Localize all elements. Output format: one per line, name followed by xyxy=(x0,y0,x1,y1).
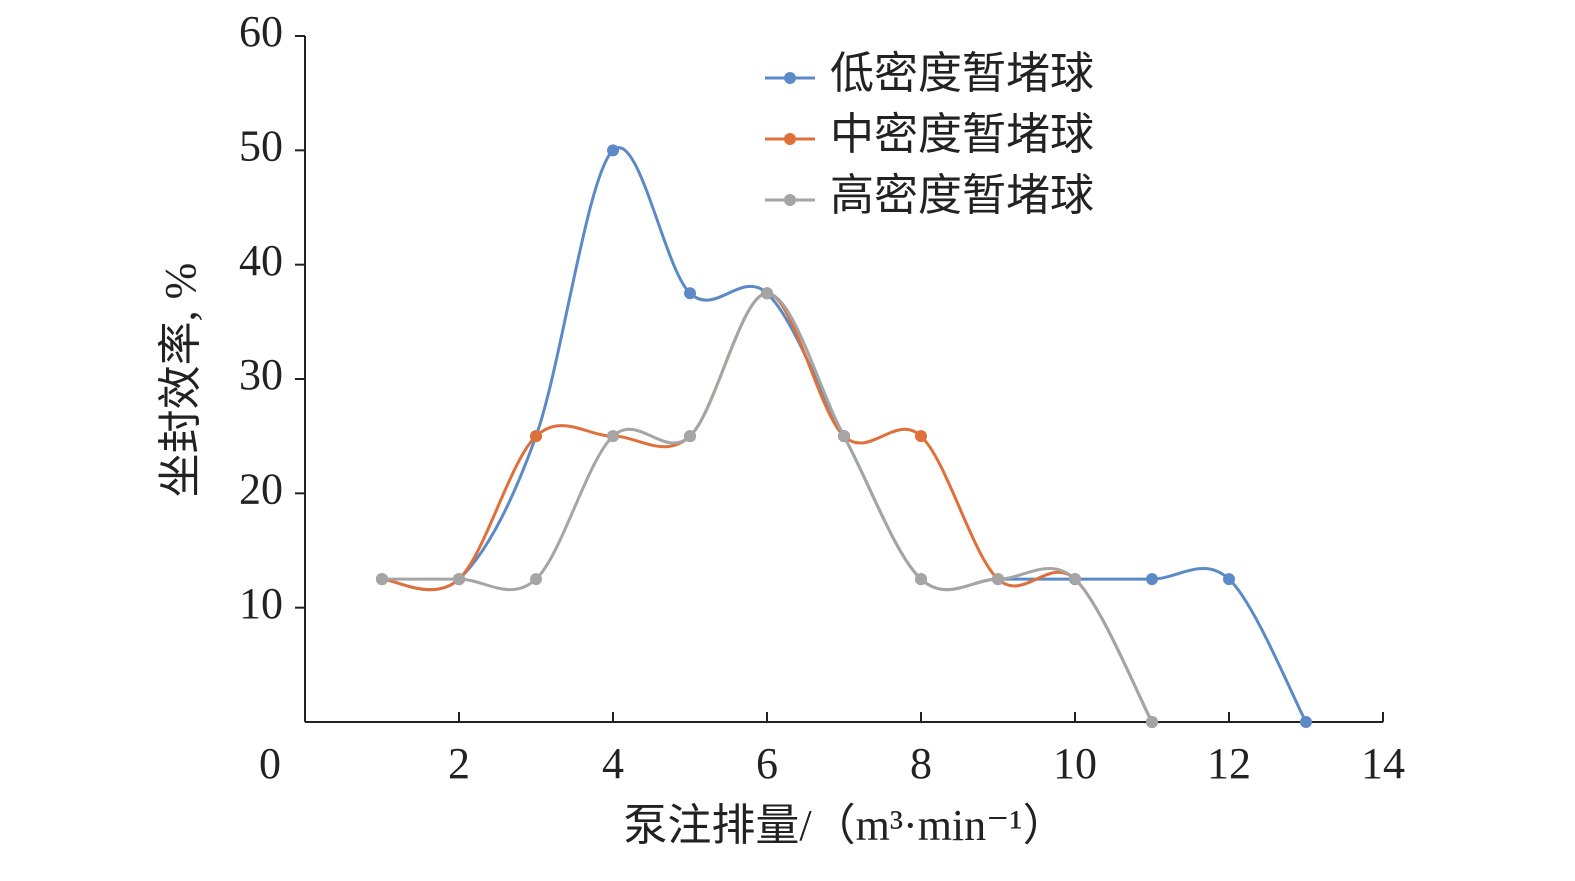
y-tick-label: 60 xyxy=(239,7,283,56)
y-axis-label: 坐封效率, % xyxy=(156,263,205,498)
x-tick-label: 6 xyxy=(756,739,778,788)
data-point xyxy=(530,430,542,443)
series-line xyxy=(381,291,1154,723)
data-point xyxy=(1069,573,1081,586)
data-point xyxy=(1146,573,1158,586)
data-point xyxy=(1146,716,1158,728)
y-tick-label: 10 xyxy=(239,579,283,628)
y-tick-label: 30 xyxy=(239,350,283,399)
data-point xyxy=(684,430,696,443)
x-tick-label: 8 xyxy=(910,739,932,788)
legend-label: 高密度暂堵球 xyxy=(830,171,1094,220)
data-point xyxy=(1223,573,1235,586)
x-tick-label: 4 xyxy=(602,739,624,788)
data-point xyxy=(915,573,927,586)
data-point xyxy=(376,573,388,586)
y-tick-label: 20 xyxy=(239,464,283,513)
data-point xyxy=(607,144,619,157)
x-tick-label: 12 xyxy=(1207,739,1251,788)
data-point xyxy=(684,287,696,300)
x-tick-label: 2 xyxy=(448,739,470,788)
legend-marker xyxy=(784,72,796,84)
data-point xyxy=(453,573,465,586)
legend-marker xyxy=(784,194,796,206)
data-point xyxy=(761,287,773,300)
data-point xyxy=(915,430,927,443)
legend-marker xyxy=(784,133,796,145)
y-tick-label: 50 xyxy=(239,121,283,170)
data-point xyxy=(1300,716,1312,728)
x-tick-label: 0 xyxy=(259,739,281,788)
legend-label: 低密度暂堵球 xyxy=(830,49,1094,98)
x-axis-label: 泵注排量/（m³·min⁻¹） xyxy=(623,801,1066,850)
legend-label: 中密度暂堵球 xyxy=(830,110,1094,159)
data-point xyxy=(530,573,542,586)
data-point xyxy=(607,430,619,443)
y-tick-label: 40 xyxy=(239,236,283,285)
x-tick-label: 14 xyxy=(1361,739,1405,788)
x-tick-label: 10 xyxy=(1053,739,1097,788)
data-point xyxy=(838,430,850,443)
data-point xyxy=(992,573,1004,586)
